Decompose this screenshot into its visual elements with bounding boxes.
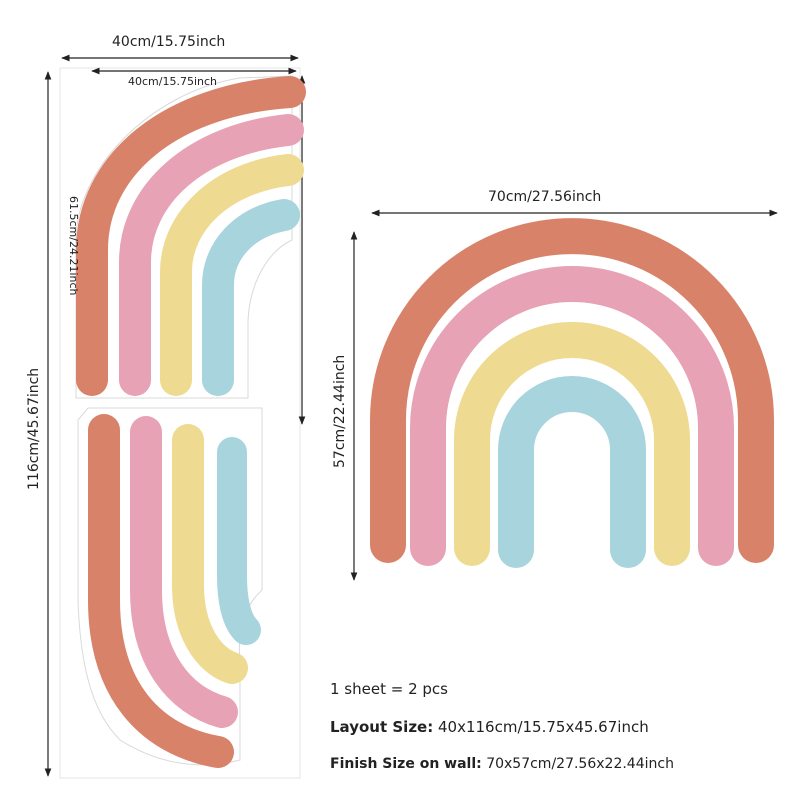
- pieces-info: 1 sheet = 2 pcs: [330, 680, 448, 698]
- finished-height-label: 57cm/22.44inch: [332, 354, 348, 468]
- layout-size-label: Layout Size:: [330, 718, 434, 736]
- top-terracotta-band: [76, 76, 306, 396]
- top-blue-band: [202, 199, 300, 396]
- top-piece-cutline: [75, 75, 293, 399]
- bottom-terracotta-band: [88, 414, 234, 768]
- arch-yellow-band: [454, 322, 690, 566]
- sheet-height-label: 116cm/45.67inch: [26, 367, 42, 490]
- bottom-yellow-band: [172, 424, 248, 684]
- finish-size-label: Finish Size on wall:: [330, 756, 482, 772]
- finish-size-value: 70x57cm/27.56x22.44inch: [481, 756, 674, 772]
- inner-width-label: 40cm/15.75inch: [128, 75, 218, 88]
- top-piece-rainbow: [76, 76, 306, 396]
- layout-size-value: 40x116cm/15.75x45.67inch: [433, 718, 649, 736]
- top-yellow-band: [160, 154, 304, 396]
- arch-terracotta-band: [370, 218, 774, 563]
- arch-pink-band: [410, 266, 734, 566]
- finished-width-label: 70cm/27.56inch: [488, 189, 602, 205]
- pieces-info-text: 1 sheet = 2 pcs: [330, 680, 448, 698]
- bottom-pink-band: [130, 416, 238, 728]
- piece-height-label: 61.5cm/24.21inch: [67, 196, 80, 296]
- finish-size-info: Finish Size on wall: 70x57cm/27.56x22.44…: [330, 756, 674, 772]
- bottom-piece-rainbow: [88, 414, 261, 768]
- sheet-width-label: 40cm/15.75inch: [112, 34, 226, 50]
- assembled-rainbow: [370, 218, 774, 568]
- bottom-blue-band: [217, 437, 261, 645]
- top-pink-band: [119, 114, 304, 396]
- arch-blue-band: [498, 376, 646, 568]
- layout-size-info: Layout Size: 40x116cm/15.75x45.67inch: [330, 718, 649, 736]
